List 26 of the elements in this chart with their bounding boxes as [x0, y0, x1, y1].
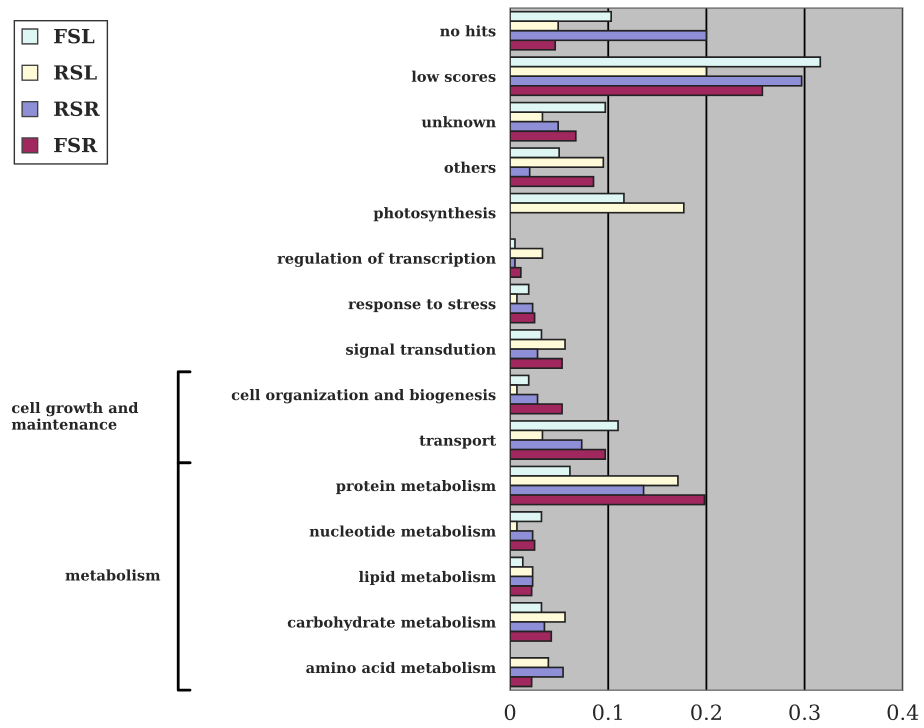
- y-tick-label: unknown: [422, 116, 496, 128]
- y-tick-label: photosynthesis: [374, 207, 496, 222]
- x-tick-label: 0: [504, 704, 516, 720]
- text: cell growth and maintenance: [12, 402, 138, 430]
- legend-label: FSR: [54, 138, 98, 152]
- y-tick-label: lipid metabolism: [359, 570, 496, 586]
- y-tick-label: others: [444, 162, 496, 173]
- y-tick-label: low scores: [412, 70, 496, 82]
- x-tick-label: 0.1: [593, 704, 622, 720]
- y-tick-label: amino acid metabolism: [306, 662, 496, 674]
- y-tick-label: protein metabolism: [336, 480, 496, 494]
- legend-label: RSR: [54, 101, 100, 116]
- y-tick-label: carbohydrate metabolism: [288, 616, 496, 631]
- x-tick-label: 0.3: [789, 704, 820, 720]
- y-tick-label: signal transdution: [346, 344, 496, 358]
- legend-label: FSL: [54, 28, 94, 44]
- y-tick-label: transport: [419, 436, 496, 449]
- y-tick-label: nucleotide metabolism: [310, 525, 496, 537]
- text: metabolism: [66, 569, 160, 581]
- x-tick-label: 0.2: [691, 704, 721, 720]
- y-tick-label: response to stress: [348, 299, 496, 312]
- y-tick-label: no hits: [440, 25, 496, 36]
- y-tick-label: cell organization and biogenesis: [232, 389, 496, 404]
- x-tick-label: 0.4: [888, 704, 918, 720]
- y-tick-label: regulation of transcription: [277, 252, 496, 267]
- legend-label: RSL: [54, 65, 97, 80]
